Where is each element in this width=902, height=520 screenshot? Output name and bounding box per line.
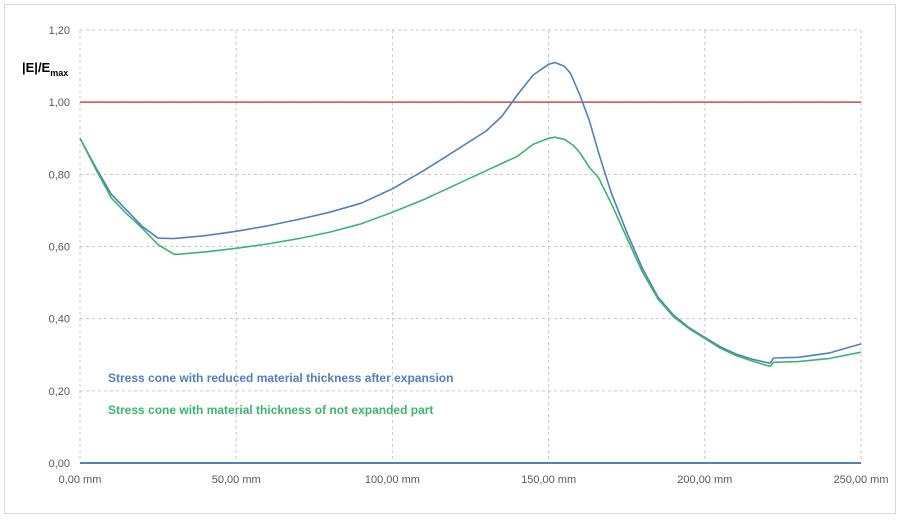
y-axis-label: |E|/Emax — [22, 60, 68, 78]
line-chart: 0,00 0,20 0,40 0,60 0,80 1,00 1,20 0,00 mm 50,0… — [22, 25, 889, 486]
y-axis-ticks: 0,00 0,20 0,40 0,60 0,80 1,00 1,20 — [49, 25, 70, 470]
reference-line-group — [80, 101, 861, 464]
x-axis-ticks: 0,00 mm 50,00 mm 100,00 mm 150,00 mm 200,00 … — [59, 474, 889, 486]
y-tick-label: 0,60 — [49, 242, 70, 254]
x-tick-label: 0,00 mm — [59, 474, 102, 486]
chart-frame: 0,00 0,20 0,40 0,60 0,80 1,00 1,20 0,00 mm 50,0… — [4, 4, 896, 514]
legend: Stress cone with reduced material thickn… — [108, 371, 453, 417]
x-tick-label: 100,00 mm — [365, 474, 420, 486]
grid-lines — [79, 29, 862, 463]
legend-entry-2: Stress cone with material thickness of n… — [108, 403, 433, 417]
y-tick-label: 0,40 — [49, 314, 70, 326]
series-line-2 — [79, 136, 862, 368]
x-tick-label: 250,00 mm — [833, 474, 888, 486]
y-tick-label: 0,20 — [49, 386, 70, 398]
x-tick-label: 150,00 mm — [521, 474, 576, 486]
x-tick-label: 50,00 mm — [212, 474, 261, 486]
y-axis-label-subscript: max — [50, 68, 68, 78]
legend-entry-1: Stress cone with reduced material thickn… — [108, 371, 453, 385]
series-lines — [79, 61, 862, 368]
x-tick-label: 200,00 mm — [677, 474, 732, 486]
y-tick-label: 0,80 — [49, 169, 70, 181]
y-axis-label-main: |E|/E — [22, 60, 51, 75]
y-tick-label: 1,20 — [49, 25, 70, 37]
y-tick-label: 1,00 — [49, 97, 70, 109]
y-tick-label: 0,00 — [49, 458, 70, 470]
series-line-1 — [79, 61, 862, 364]
